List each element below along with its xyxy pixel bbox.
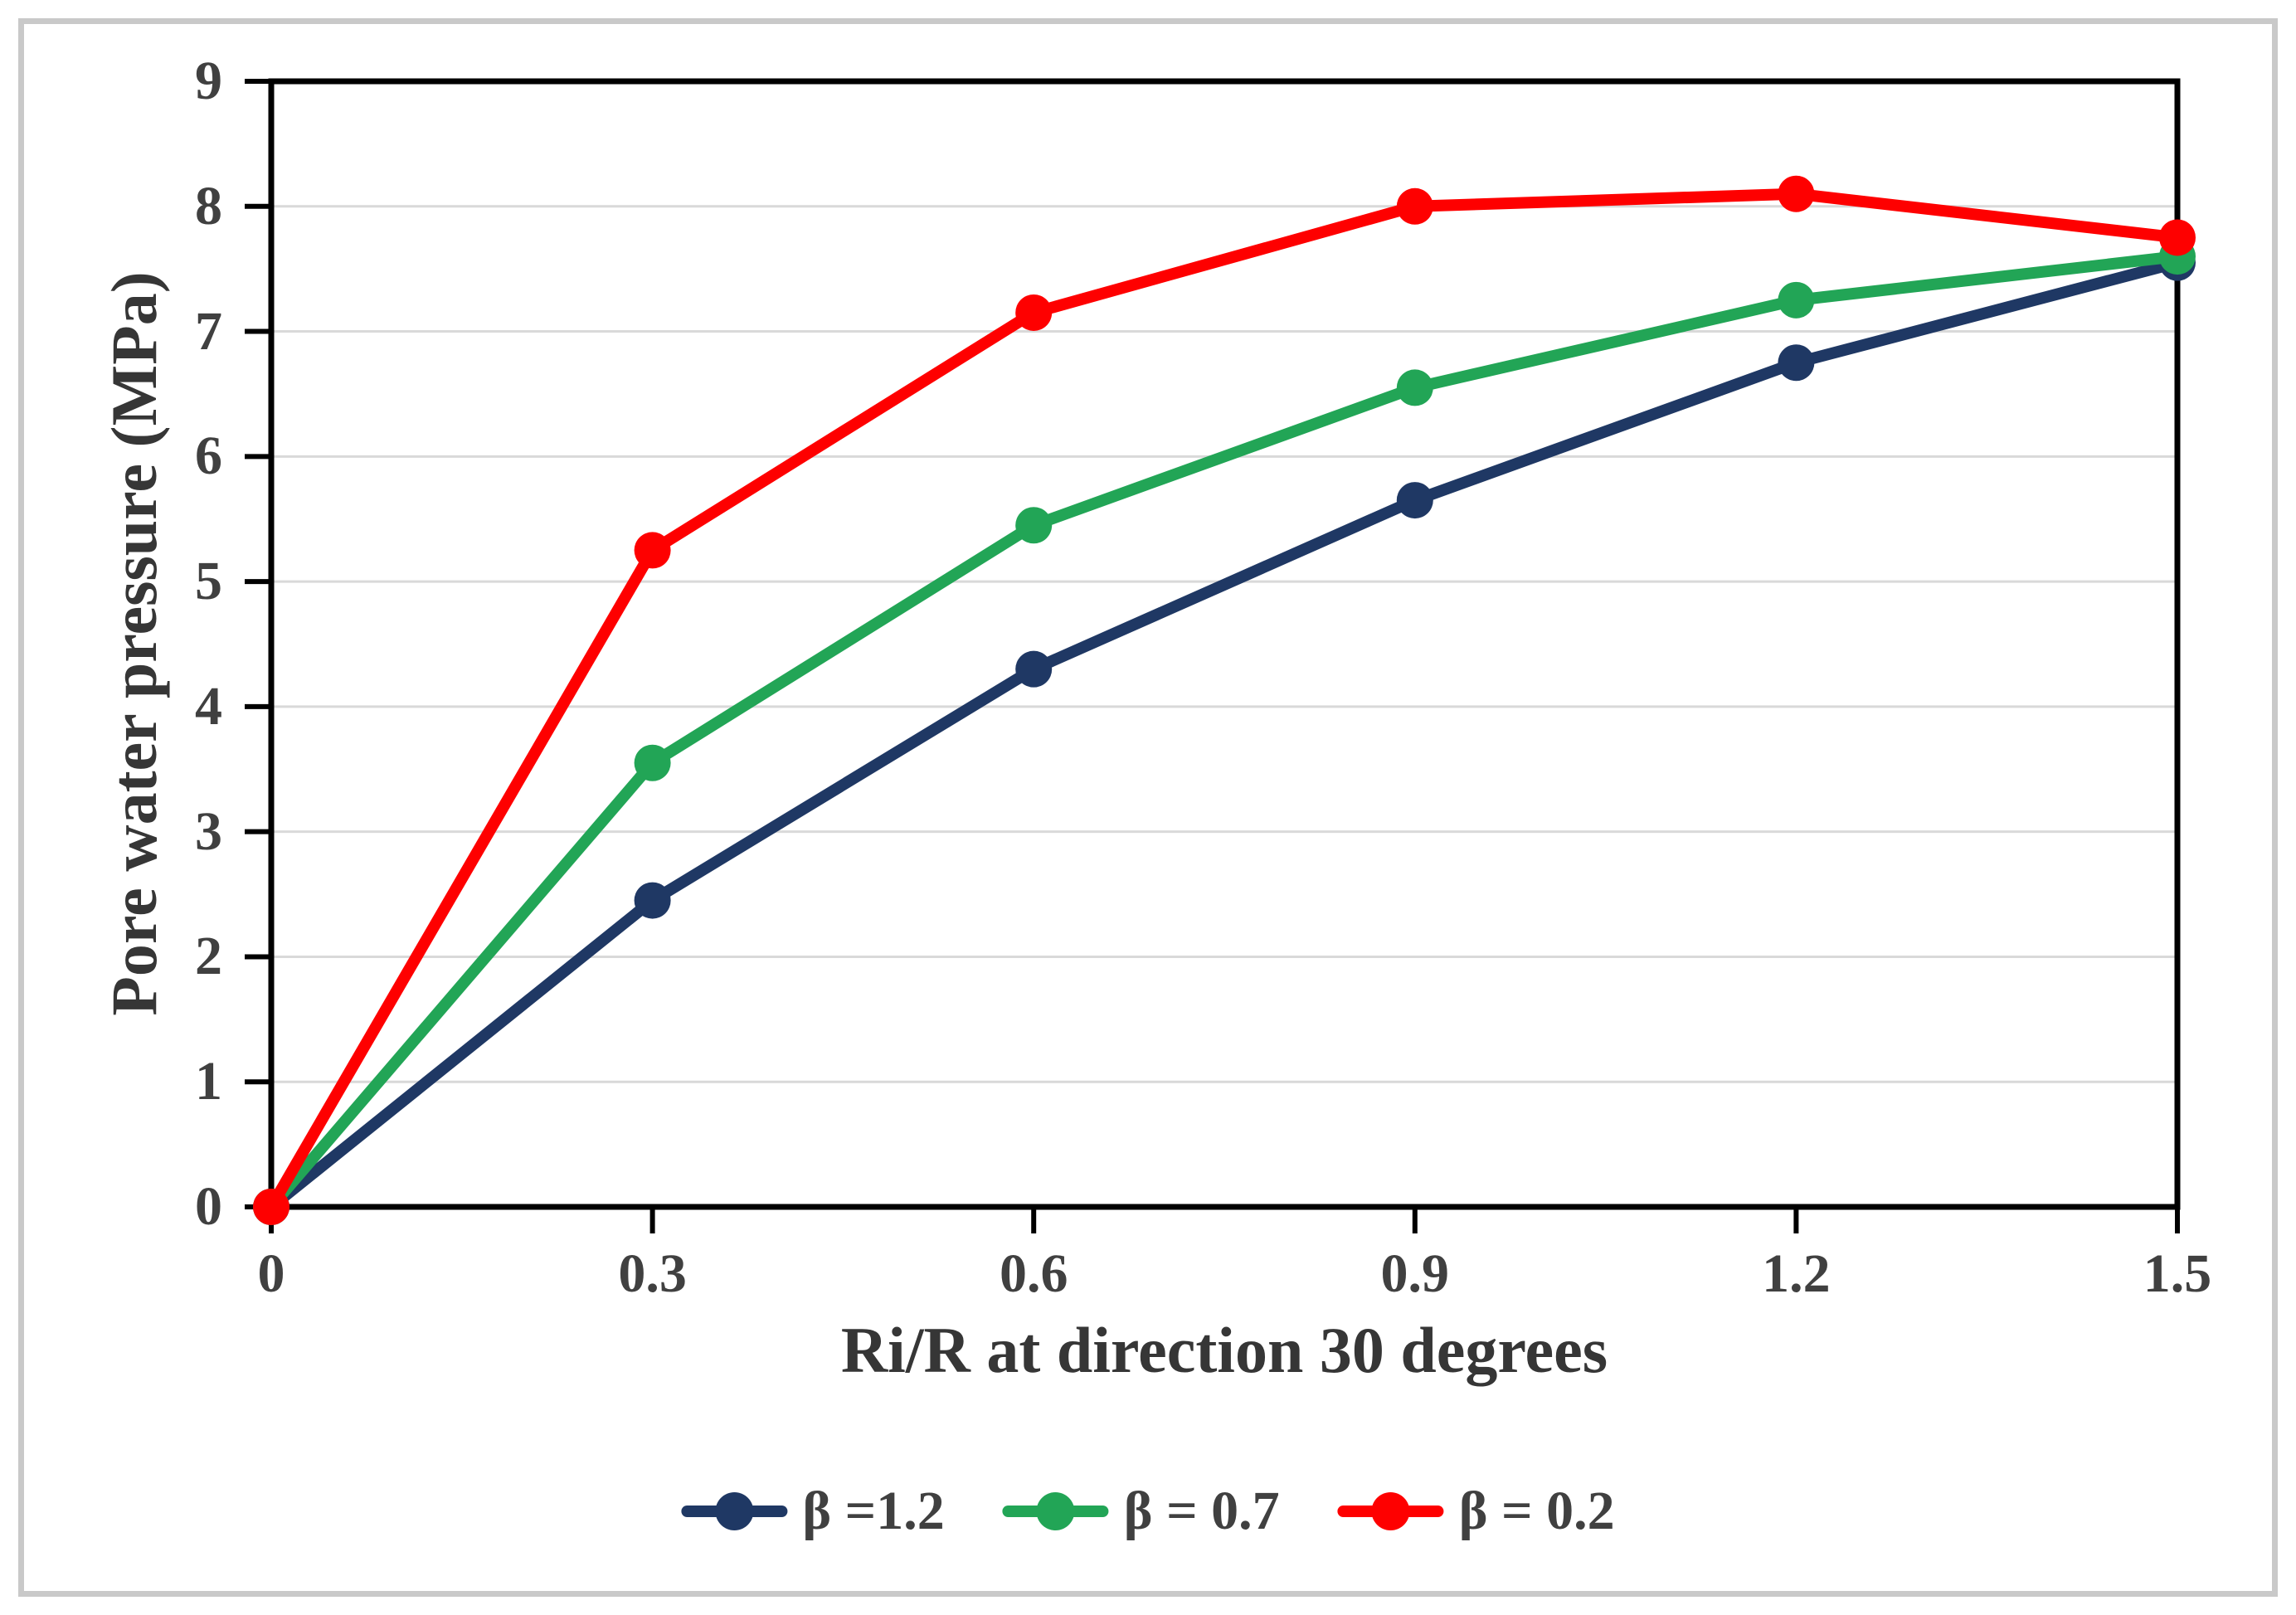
- plot-border: [268, 78, 2181, 1210]
- series-line: [265, 251, 2183, 1213]
- series-line: [265, 187, 2183, 1213]
- legend-label: β =1.2: [802, 1481, 945, 1541]
- data-point-marker: [1778, 344, 1815, 382]
- x-tick-label: 0.6: [999, 1243, 1068, 1304]
- chart-legend: β =1.2 β = 0.7 β = 0.2: [681, 1480, 1615, 1543]
- y-tick-label: 1: [195, 1051, 222, 1112]
- legend-item-beta-1.2: β =1.2: [681, 1480, 945, 1543]
- y-axis-title: Pore water pressure (MPa): [98, 271, 170, 1016]
- legend-circle-marker-icon: [715, 1492, 754, 1530]
- legend-line-marker-icon: [1002, 1492, 1109, 1530]
- y-tick-label: 3: [195, 800, 222, 862]
- legend-label: β = 0.2: [1458, 1481, 1615, 1541]
- data-point-marker: [1396, 187, 1433, 225]
- data-point-marker: [253, 1189, 289, 1225]
- legend-line-marker-icon: [1337, 1492, 1444, 1530]
- x-tick-label: 1.5: [2143, 1243, 2212, 1304]
- y-tick-label: 0: [195, 1176, 222, 1237]
- x-tick-label: 0.3: [618, 1243, 687, 1304]
- data-point-marker: [634, 882, 671, 919]
- y-tick-label: 5: [195, 551, 222, 612]
- legend-circle-marker-icon: [1371, 1492, 1410, 1530]
- legend-label: β = 0.7: [1123, 1481, 1280, 1541]
- x-tick-label: 0.9: [1380, 1243, 1450, 1304]
- y-tick-label: 7: [195, 300, 222, 362]
- y-tick-label: 6: [195, 426, 222, 487]
- data-point-marker: [1015, 650, 1053, 688]
- x-tick-label: 1.2: [1762, 1243, 1831, 1304]
- legend-item-beta-0.2: β = 0.2: [1337, 1480, 1615, 1543]
- data-point-marker: [634, 744, 671, 781]
- x-tick-label: 0: [257, 1243, 285, 1304]
- legend-line-marker-icon: [681, 1492, 788, 1530]
- legend-circle-marker-icon: [1036, 1492, 1075, 1530]
- y-tick-label: 9: [195, 51, 222, 111]
- data-point-marker: [1015, 507, 1053, 544]
- y-tick-label: 8: [195, 175, 222, 236]
- data-point-marker: [1396, 482, 1433, 519]
- data-point-marker: [1778, 281, 1815, 319]
- series-line: [265, 256, 2183, 1213]
- x-axis-title: Ri/R at direction 30 degrees: [840, 1314, 1608, 1386]
- legend-item-beta-0.7: β = 0.7: [1002, 1480, 1280, 1543]
- y-tick-label: 2: [195, 926, 222, 987]
- data-point-marker: [1015, 294, 1053, 331]
- data-point-marker: [1396, 369, 1433, 406]
- data-point-marker: [1778, 175, 1815, 212]
- data-point-marker: [2159, 219, 2196, 256]
- y-tick-label: 4: [195, 675, 222, 737]
- data-point-marker: [634, 532, 671, 569]
